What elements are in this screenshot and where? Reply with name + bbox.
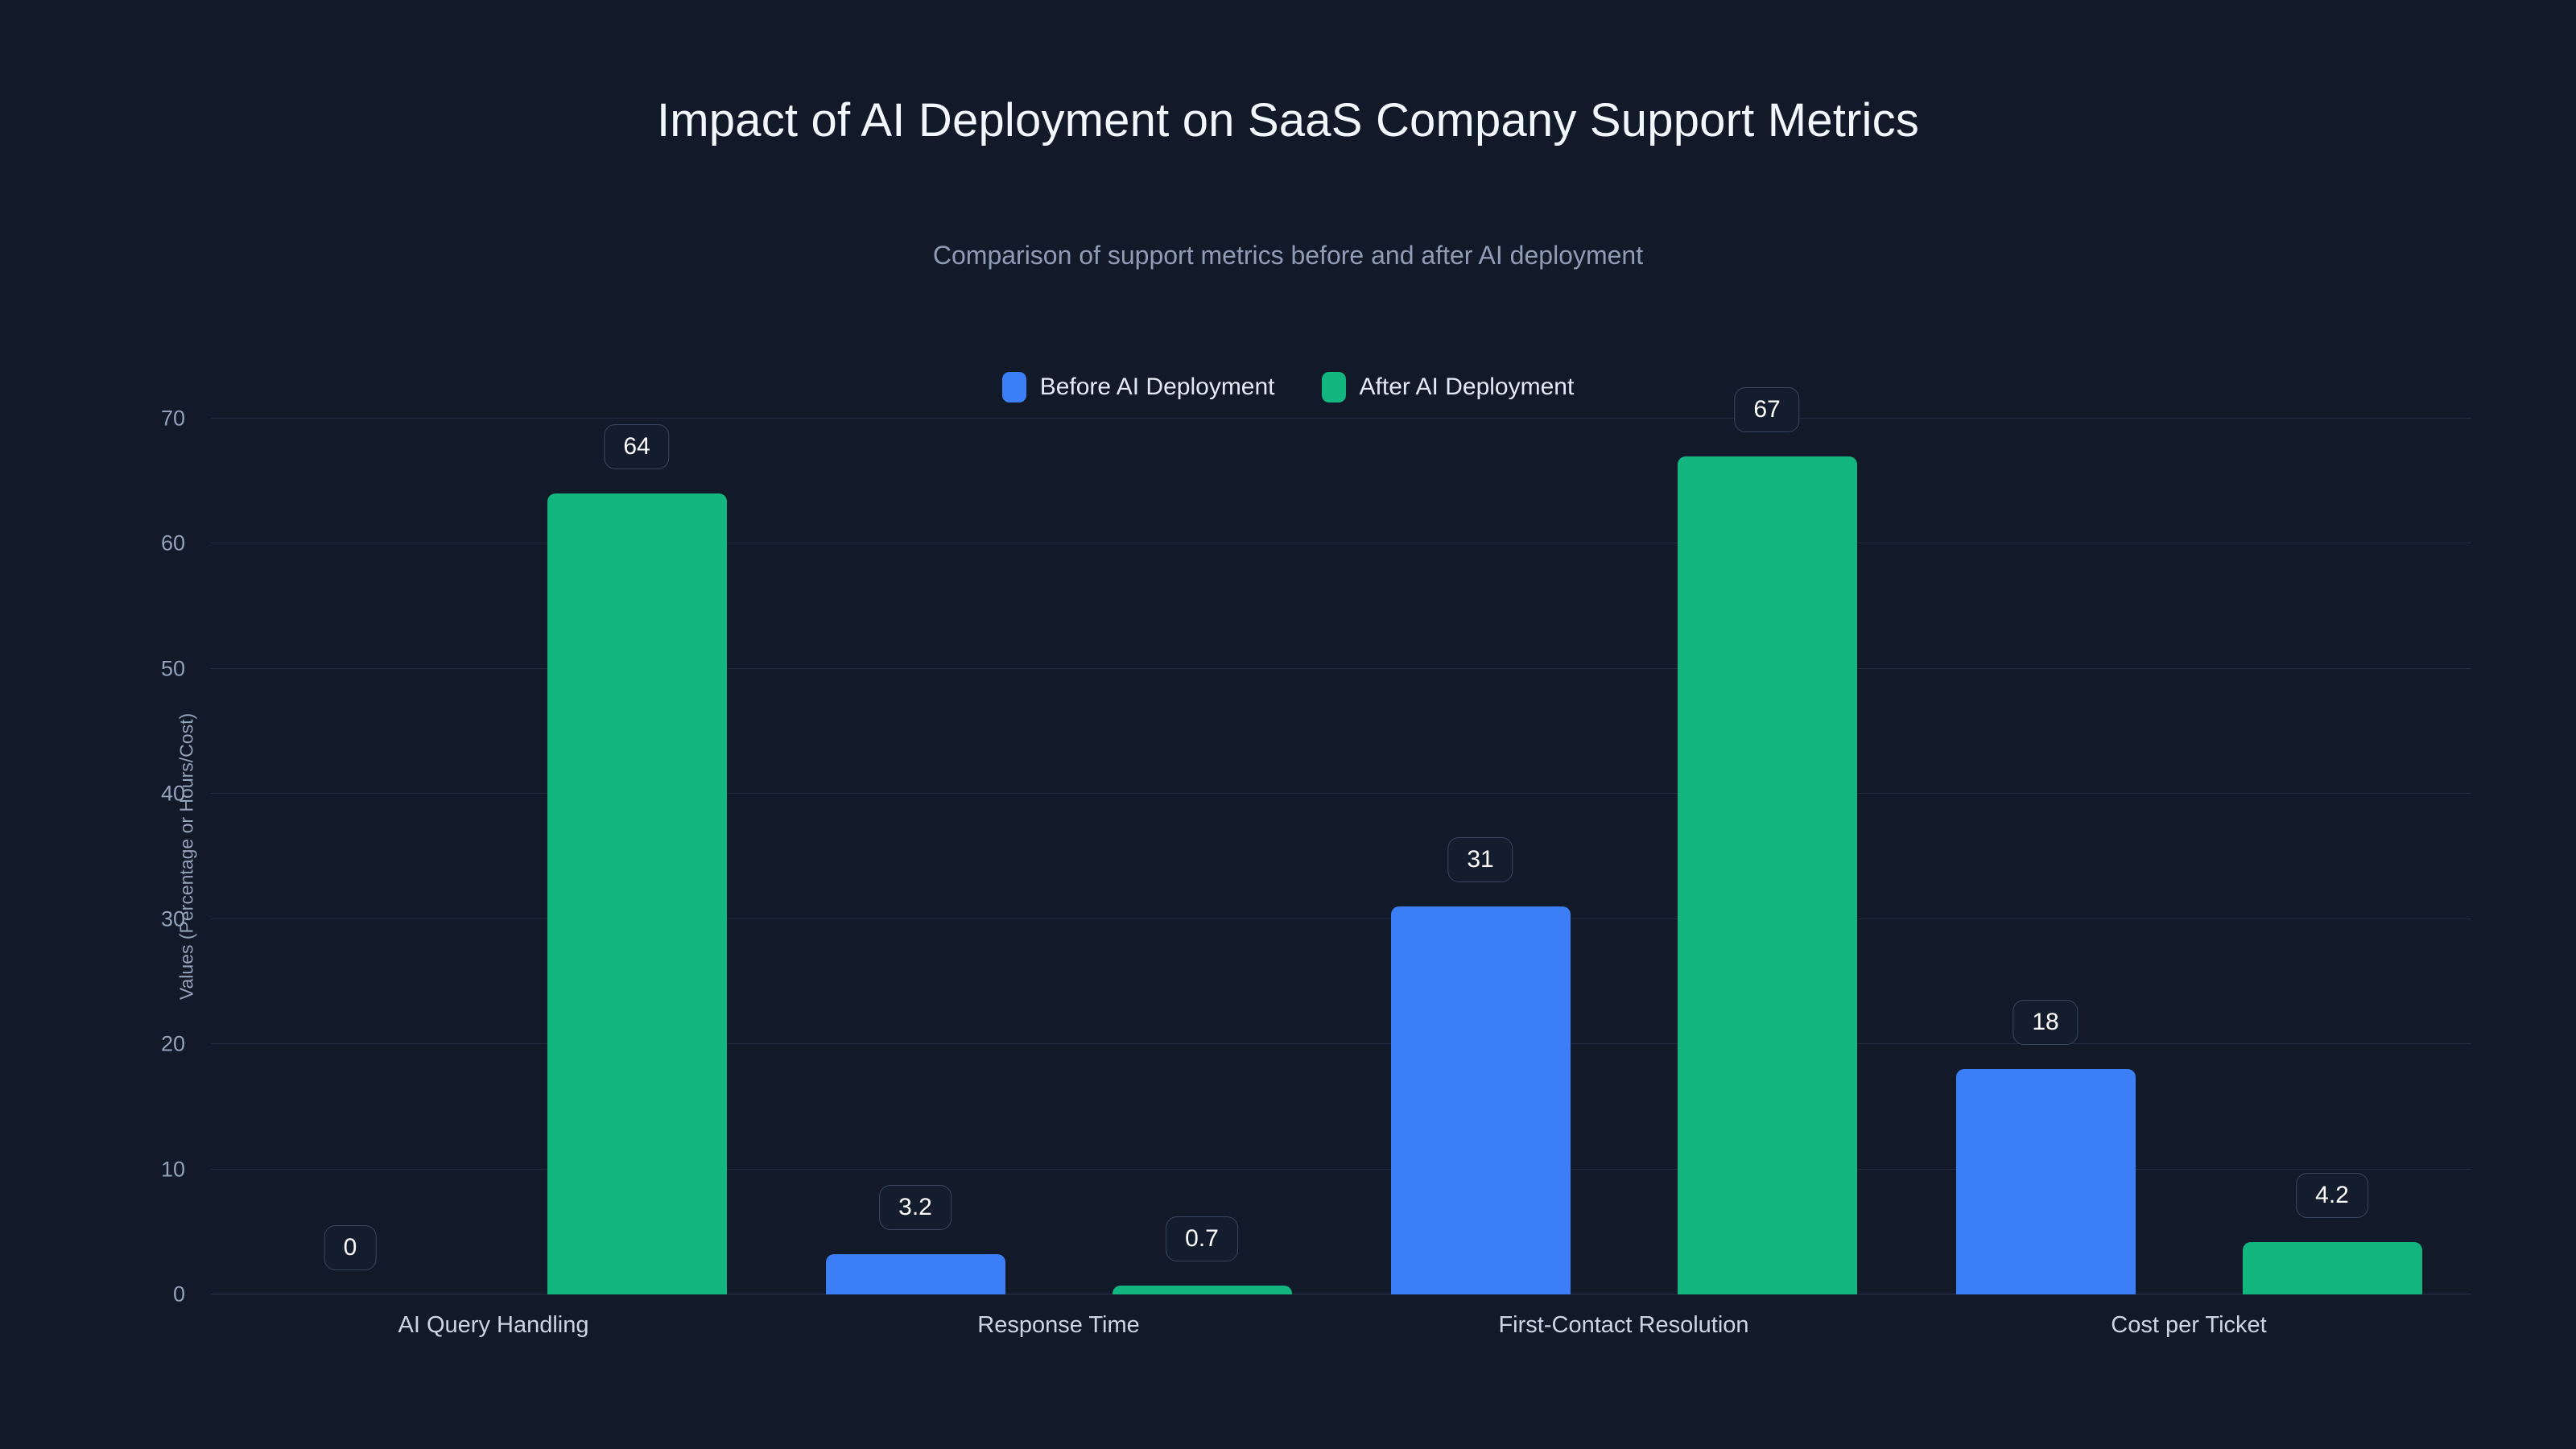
grid-line: [211, 793, 2471, 795]
bar[interactable]: [825, 1254, 1005, 1294]
bar-value-label: 0.7: [1166, 1216, 1238, 1262]
y-axis-tick-label: 70: [160, 406, 185, 431]
bar-value-label: 31: [1447, 837, 1513, 883]
legend-item-before[interactable]: Before AI Deployment: [1001, 372, 1275, 402]
y-axis-tick-label: 20: [160, 1031, 185, 1056]
y-axis-tick-label: 40: [160, 781, 185, 806]
grid-line: [211, 667, 2471, 669]
legend-item-label: After AI Deployment: [1359, 374, 1575, 400]
grid-line: [211, 1168, 2471, 1170]
legend-swatch-icon: [1001, 372, 1026, 402]
y-axis-tick-label: 60: [160, 530, 185, 555]
bar[interactable]: [1677, 456, 1857, 1294]
x-axis-tick-label: First-Contact Resolution: [1498, 1312, 1749, 1338]
x-axis-tick-label: Cost per Ticket: [2111, 1312, 2267, 1338]
x-axis-tick-label: AI Query Handling: [398, 1312, 589, 1338]
bar-value-label: 3.2: [879, 1185, 952, 1231]
bar[interactable]: [1390, 906, 1571, 1294]
legend-item-label: Before AI Deployment: [1039, 374, 1275, 400]
grid-line: [211, 418, 2471, 419]
x-axis-tick-label: Response Time: [977, 1312, 1140, 1338]
legend-item-after[interactable]: After AI Deployment: [1321, 372, 1575, 402]
bar-value-label: 64: [604, 424, 670, 470]
bar-value-label: 4.2: [2296, 1172, 2368, 1218]
y-axis-tick-label: 30: [160, 906, 185, 931]
legend-swatch-icon: [1321, 372, 1346, 402]
y-axis-tick-label: 0: [172, 1282, 185, 1307]
bar[interactable]: [1112, 1286, 1292, 1294]
chart-legend: Before AI Deployment After AI Deployment: [0, 372, 2576, 402]
bar[interactable]: [1955, 1069, 2136, 1294]
y-axis-tick-label: 50: [160, 656, 185, 681]
chart-subtitle: Comparison of support metrics before and…: [932, 241, 1644, 270]
y-axis-tick-label: 10: [160, 1157, 185, 1182]
bar[interactable]: [2242, 1241, 2422, 1294]
plot-area: 0 64 3.2 0.7 31 67 18 4.2: [211, 386, 2471, 1294]
grid-line: [211, 1043, 2471, 1045]
bar-value-label: 18: [2013, 1000, 2079, 1046]
bar[interactable]: [547, 493, 727, 1294]
x-axis-tick-labels: AI Query Handling Response Time First-Cont…: [211, 1312, 2471, 1360]
bar-value-label: 0: [324, 1225, 377, 1270]
bar-value-label: 67: [1734, 386, 1800, 432]
y-axis-tick-labels: 0 10 20 30 40 50 60 70: [0, 407, 211, 1307]
chart-title: Impact of AI Deployment on SaaS Company …: [656, 94, 1920, 147]
